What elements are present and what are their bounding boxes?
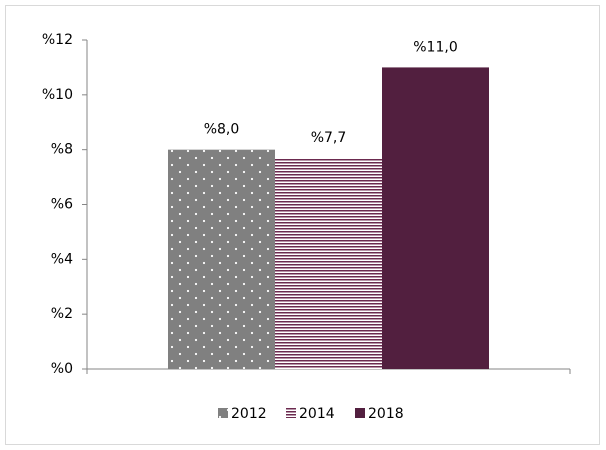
legend-label: 2014 — [299, 406, 335, 422]
legend-swatch — [218, 408, 228, 418]
y-tick-label: %4 — [51, 251, 73, 267]
y-tick-label: %10 — [42, 87, 73, 103]
legend-label: 2012 — [231, 406, 267, 422]
bar — [275, 157, 382, 369]
data-label: %11,0 — [413, 39, 457, 55]
y-tick-label: %8 — [51, 142, 73, 158]
legend-swatch — [286, 408, 296, 418]
data-label: %8,0 — [204, 122, 240, 138]
legend-label: 2018 — [368, 406, 404, 422]
legend-swatch — [355, 408, 365, 418]
bar — [168, 149, 275, 369]
y-tick-label: %2 — [51, 306, 73, 322]
y-tick-label: %6 — [51, 197, 73, 213]
data-label: %7,7 — [311, 130, 347, 146]
bar — [382, 67, 489, 370]
y-tick-label: %12 — [42, 32, 73, 48]
y-tick-label: %0 — [51, 361, 73, 377]
